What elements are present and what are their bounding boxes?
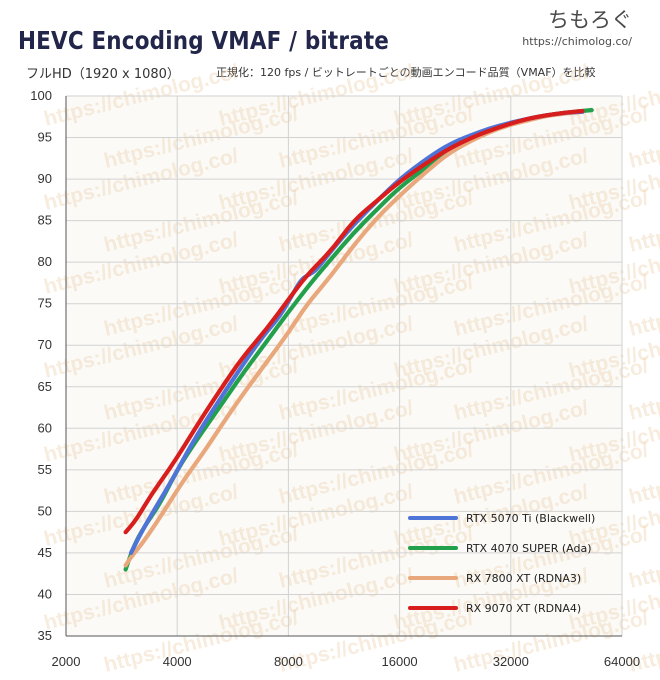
series-line-rx-9070-xt-rdna4 [123, 108, 585, 535]
y-tick-label: 60 [38, 420, 52, 435]
y-tick-label: 100 [30, 88, 52, 103]
y-axis-ticks: 35 40 45 50 55 60 65 70 75 80 85 90 95 100 [30, 88, 52, 643]
x-tick-label: 2000 [52, 654, 81, 669]
legend-label-rtx-4070-super-ada: RTX 4070 SUPER (Ada) [466, 542, 591, 555]
y-tick-label: 65 [38, 379, 52, 394]
y-tick-label: 95 [38, 130, 52, 145]
x-tick-label: 8000 [274, 654, 303, 669]
y-tick-label: 90 [38, 171, 52, 186]
chart-title: HEVC Encoding VMAF / bitrate [18, 26, 390, 55]
x-tick-label: 64000 [604, 654, 640, 669]
legend: RTX 5070 Ti (Blackwell) RTX 4070 SUPER (A… [408, 512, 595, 615]
site-logo: ちもろぐ [548, 8, 632, 32]
legend-label-rx-9070-xt-rdna4: RX 9070 XT (RDNA4) [466, 602, 581, 615]
legend-label-rtx-5070-ti-blackwell: RTX 5070 Ti (Blackwell) [466, 512, 595, 525]
axes [65, 96, 622, 637]
x-tick-label: 32000 [493, 654, 529, 669]
resolution-subtitle: フルHD（1920 x 1080） [26, 67, 180, 82]
y-tick-label: 45 [38, 545, 52, 560]
y-tick-label: 55 [38, 462, 52, 477]
y-tick-label: 80 [38, 254, 52, 269]
y-tick-label: 50 [38, 503, 52, 518]
y-tick-label: 35 [38, 628, 52, 643]
x-tick-label: 4000 [163, 654, 192, 669]
series-layer [123, 108, 594, 572]
y-tick-label: 40 [38, 586, 52, 601]
y-tick-label: 75 [38, 296, 52, 311]
site-url: https://chimolog.co/ [522, 35, 632, 48]
legend-label-rx-7800-xt-rdna3: RX 7800 XT (RDNA3) [466, 572, 581, 585]
y-tick-label: 70 [38, 337, 52, 352]
method-subtitle: 正規化：120 fps / ビットレートごとの動画エンコード品質（VMAF）を比… [216, 66, 596, 79]
x-axis-ticks: 2000 4000 8000 16000 32000 64000 [52, 654, 641, 669]
y-tick-label: 85 [38, 213, 52, 228]
x-tick-label: 16000 [382, 654, 418, 669]
plot-area [66, 96, 622, 636]
